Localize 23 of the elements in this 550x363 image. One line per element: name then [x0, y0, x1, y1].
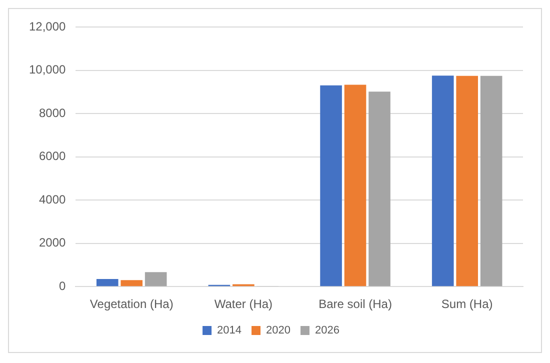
y-tick-label: 10,000	[29, 62, 66, 77]
y-tick-label: 2000	[39, 236, 66, 250]
y-tick-label: 4000	[39, 192, 66, 206]
y-tick-label: 8000	[39, 106, 66, 120]
x-tick-label: Sum (Ha)	[441, 297, 493, 312]
legend-label: 2020	[266, 324, 290, 337]
bar	[96, 279, 118, 286]
x-tick-label: Bare soil (Ha)	[318, 297, 392, 312]
y-tick-label: 12,000	[29, 19, 66, 34]
bar	[432, 76, 454, 286]
legend-label: 2026	[314, 324, 340, 337]
bar	[120, 280, 143, 286]
x-tick-label: Water (Ha)	[214, 297, 273, 312]
bar	[368, 92, 390, 286]
bar	[480, 76, 502, 286]
y-tick-label: 0	[59, 278, 66, 293]
bar	[344, 84, 366, 286]
bar	[144, 272, 167, 286]
y-tick-label: 6000	[39, 149, 66, 164]
bar	[456, 76, 478, 286]
x-tick-label: Vegetation (Ha)	[90, 297, 174, 312]
legend-label: 2014	[217, 324, 242, 337]
bar	[320, 85, 342, 286]
